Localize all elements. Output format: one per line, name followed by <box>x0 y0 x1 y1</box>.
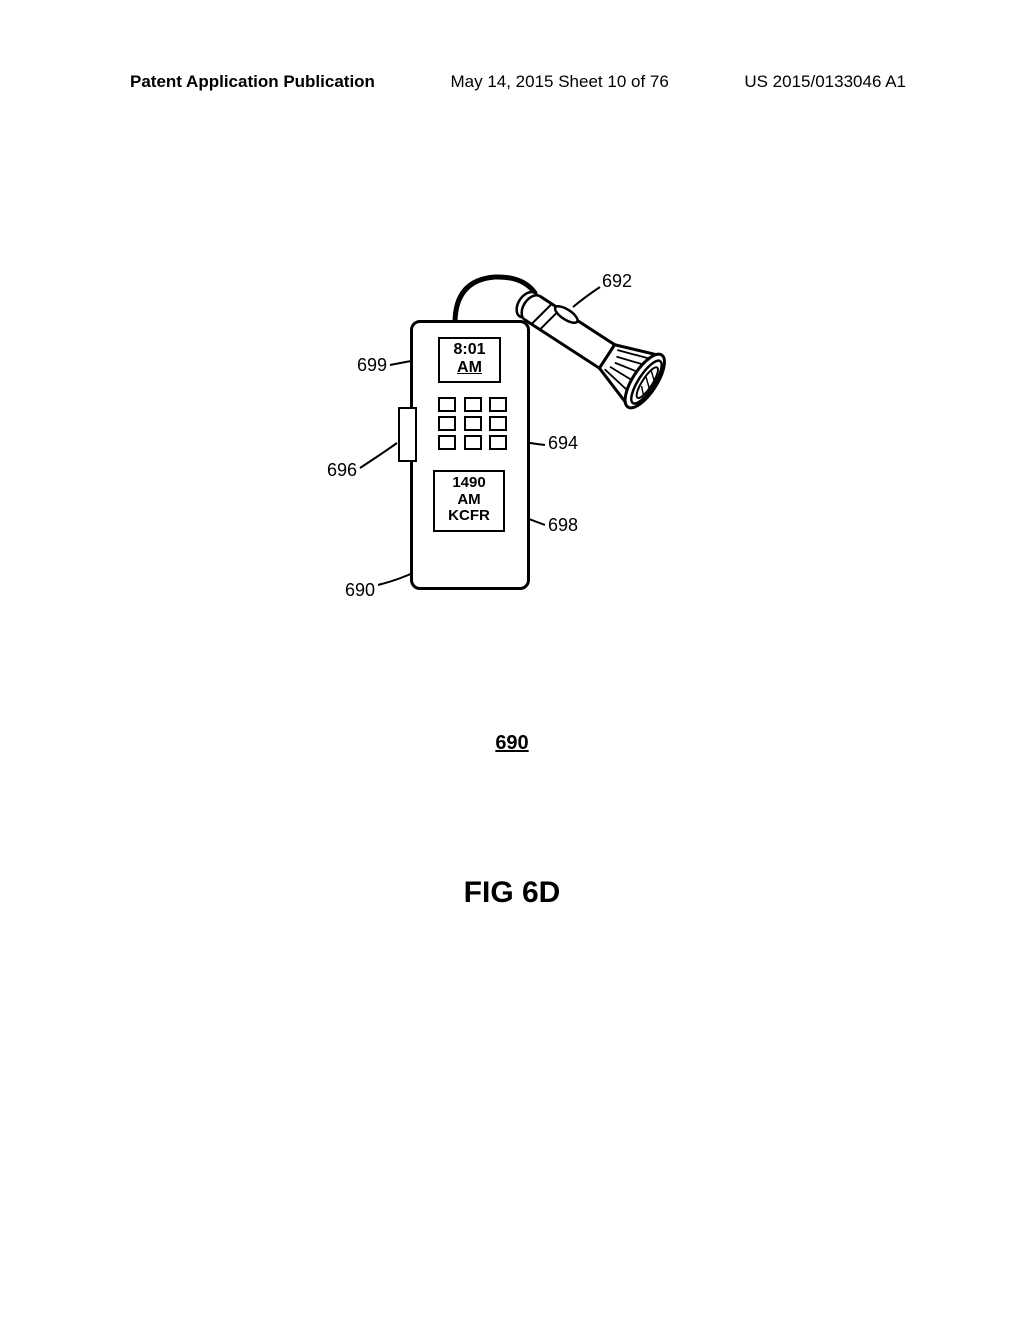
header-left: Patent Application Publication <box>130 72 375 92</box>
ref-699: 699 <box>357 355 387 376</box>
ref-692: 692 <box>602 271 632 292</box>
keypad-key <box>438 416 456 431</box>
ref-698: 698 <box>548 515 578 536</box>
time-value: 8:01 <box>440 341 499 359</box>
keypad-key <box>489 397 507 412</box>
keypad-key <box>489 435 507 450</box>
keypad-key <box>438 435 456 450</box>
ref-696: 696 <box>327 460 357 481</box>
radio-band: AM <box>435 492 503 509</box>
radio-freq: 1490 <box>435 475 503 492</box>
keypad-key <box>464 416 482 431</box>
page-header: Patent Application Publication May 14, 2… <box>0 72 1024 92</box>
radio-display: 1490 AM KCFR <box>433 470 505 532</box>
keypad-key <box>464 397 482 412</box>
figure-6d: 8:01 AM 1490 AM KCFR 692 699 696 694 698… <box>290 265 720 665</box>
figure-label: FIG 6D <box>0 876 1024 910</box>
ref-694: 694 <box>548 433 578 454</box>
device-side-slot <box>398 407 417 462</box>
ref-690: 690 <box>345 580 375 601</box>
keypad <box>438 397 511 450</box>
time-display: 8:01 AM <box>438 337 501 383</box>
figure-number: 690 <box>0 732 1024 755</box>
keypad-key <box>438 397 456 412</box>
keypad-key <box>464 435 482 450</box>
header-right: US 2015/0133046 A1 <box>744 72 906 92</box>
radio-station: KCFR <box>435 508 503 525</box>
keypad-key <box>489 416 507 431</box>
time-ampm: AM <box>440 359 499 377</box>
header-center: May 14, 2015 Sheet 10 of 76 <box>450 72 668 92</box>
